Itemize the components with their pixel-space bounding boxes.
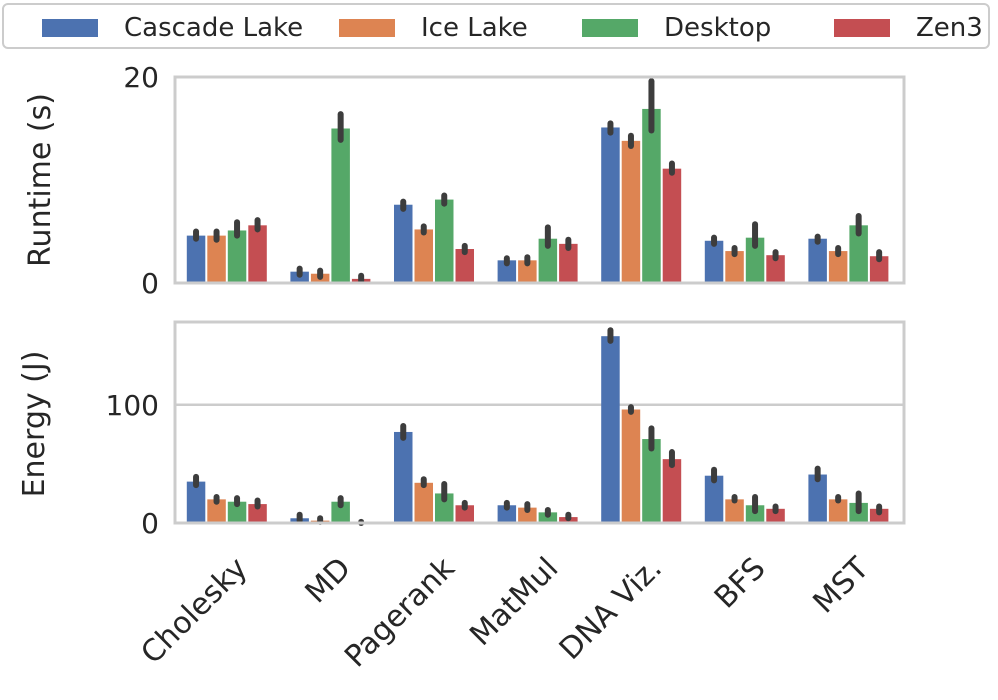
bar-pagerank-cascade-lake [394, 204, 413, 283]
bar-bfs-ice-lake [725, 499, 744, 523]
legend-label-ice-lake: Ice Lake [421, 13, 528, 43]
legend-item-desktop: Desktop [582, 5, 771, 51]
bar-md-desktop [331, 501, 350, 523]
y-axis-label-energy-j: Energy (J) [17, 351, 52, 498]
bar-mst-zen3 [869, 256, 889, 283]
bar-matmul-cascade-lake [497, 260, 517, 283]
bar-bfs-cascade-lake [704, 475, 724, 523]
bar-dna-viz-cascade-lake [601, 336, 620, 523]
legend-swatch-ice-lake [339, 19, 395, 37]
xtick-label-matmul: MatMul [463, 551, 565, 653]
bar-bfs-zen3 [766, 255, 785, 283]
legend-label-cascade-lake: Cascade Lake [124, 13, 304, 43]
plot-frame [173, 320, 906, 525]
xtick-label-pagerank: Pagerank [338, 550, 462, 674]
legend-label-desktop: Desktop [664, 13, 772, 43]
bar-bfs-zen3 [766, 508, 785, 523]
bar-dna-viz-desktop [642, 108, 661, 284]
bar-bfs-desktop [745, 237, 765, 283]
xtick-label-cholesky: Cholesky [134, 551, 254, 671]
bar-cholesky-desktop [227, 501, 247, 523]
legend-item-cascade-lake: Cascade Lake [42, 5, 303, 51]
bar-dna-viz-cascade-lake [601, 127, 620, 283]
ytick-label-20: 20 [123, 61, 159, 94]
bar-pagerank-zen3 [455, 505, 474, 523]
legend-item-ice-lake: Ice Lake [339, 5, 528, 51]
bar-mst-desktop [849, 225, 868, 283]
bar-cholesky-cascade-lake [186, 481, 206, 523]
bar-cholesky-desktop [227, 230, 247, 283]
bar-pagerank-ice-lake [414, 229, 433, 283]
panel-runtime-s: 0 20 Runtime (s) [23, 61, 906, 300]
panel-energy-j: 0 100 Energy (J) [17, 320, 906, 540]
bar-cholesky-zen3 [248, 225, 267, 283]
bar-bfs-cascade-lake [704, 240, 724, 283]
bar-mst-cascade-lake [808, 474, 827, 523]
xtick-label-bfs: BFS [708, 551, 773, 616]
bar-pagerank-cascade-lake [394, 431, 413, 523]
bar-matmul-cascade-lake [497, 505, 517, 523]
bar-matmul-ice-lake [518, 507, 537, 523]
legend-swatch-desktop [582, 19, 638, 37]
bar-matmul-zen3 [559, 243, 578, 283]
bar-matmul-desktop [538, 238, 558, 283]
bar-dna-viz-desktop [642, 439, 661, 523]
bar-mst-cascade-lake [808, 238, 827, 283]
bar-matmul-ice-lake [518, 260, 537, 283]
bar-pagerank-desktop [435, 493, 454, 523]
bar-bfs-ice-lake [725, 251, 744, 283]
legend-swatch-cascade-lake [42, 19, 98, 37]
bar-dna-viz-zen3 [662, 168, 682, 283]
bar-cholesky-cascade-lake [186, 235, 206, 283]
bar-md-desktop [331, 128, 350, 283]
plot-frame [173, 75, 906, 285]
legend-label-zen3: Zen3 [916, 13, 983, 43]
bar-mst-zen3 [869, 508, 889, 523]
bar-pagerank-ice-lake [414, 482, 433, 523]
y-axis-label-runtime-s: Runtime (s) [23, 93, 58, 267]
bar-dna-viz-zen3 [662, 459, 682, 523]
xtick-label-md: MD [299, 551, 358, 610]
bar-pagerank-desktop [435, 199, 454, 283]
bar-dna-viz-ice-lake [621, 409, 641, 523]
legend-item-zen3: Zen3 [834, 5, 983, 51]
xtick-label-dna-viz: DNA Viz. [553, 551, 669, 667]
xtick-label-mst: MST [807, 550, 877, 620]
bar-cholesky-ice-lake [207, 499, 226, 523]
bar-mst-ice-lake [828, 499, 848, 523]
ytick-label-0: 0 [141, 267, 159, 300]
legend-swatch-zen3 [834, 19, 890, 37]
ytick-label-0: 0 [141, 507, 159, 540]
bar-pagerank-zen3 [455, 249, 474, 283]
ytick-label-100: 100 [106, 389, 159, 422]
bar-cholesky-zen3 [248, 504, 267, 523]
bar-dna-viz-ice-lake [621, 140, 641, 283]
bar-mst-ice-lake [828, 251, 848, 283]
legend: Cascade Lake Ice Lake Desktop Zen3 [2, 3, 990, 49]
bar-cholesky-ice-lake [207, 235, 226, 283]
